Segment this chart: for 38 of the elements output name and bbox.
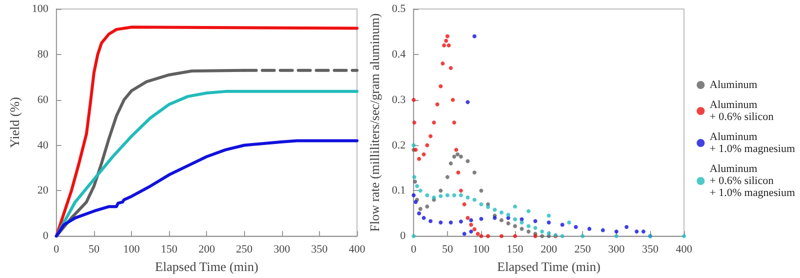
y-tick-label: 0.3 — [392, 94, 406, 106]
y-tick-label: 0.1 — [392, 184, 406, 197]
y-tick-label: 0 — [42, 230, 49, 242]
x-tick-label: 50 — [442, 244, 454, 256]
x-tick-label: 300 — [608, 244, 626, 256]
y-tick-label: 0 — [400, 230, 406, 242]
x-tick-label: 350 — [311, 244, 328, 256]
y-tick-label: 100 — [32, 3, 49, 15]
x-tick-label: 350 — [642, 244, 659, 256]
x-axis-title: Elapsed Time (min) — [155, 259, 258, 274]
y-tick-label: 60 — [37, 94, 49, 106]
x-tick-label: 200 — [540, 244, 558, 256]
x-tick-label: 100 — [123, 244, 140, 256]
y-tick-label: 0.2 — [392, 139, 406, 152]
x-tick-label: 50 — [88, 244, 100, 256]
y-tick-label: 20 — [37, 184, 49, 197]
y-tick-label: 0.5 — [392, 3, 406, 15]
x-tick-label: 150 — [160, 244, 178, 256]
y-axis-title: Yield (%) — [7, 97, 22, 148]
legend-label: Aluminum — [710, 79, 758, 91]
y-axis-title: Flow rate (milliliters/sec/gram aluminum) — [367, 13, 382, 232]
legend-label: Aluminum + 0.6% silicon + 1.0% magnesium — [710, 163, 796, 199]
x-tick-label: 400 — [348, 244, 366, 256]
x-tick-label: 250 — [236, 244, 254, 256]
x-tick-label: 400 — [676, 244, 693, 256]
y-tick-label: 0.4 — [392, 48, 406, 60]
legend-label: Aluminum + 1.0% magnesium — [710, 131, 796, 155]
y-tick-label: 80 — [37, 48, 49, 60]
x-tick-label: 0 — [410, 244, 417, 256]
x-tick-label: 100 — [472, 244, 490, 256]
x-tick-label: 150 — [506, 244, 524, 256]
y-tick-label: 40 — [37, 139, 49, 152]
x-tick-label: 0 — [54, 244, 60, 256]
x-axis-title: Elapsed Time (min) — [497, 259, 600, 274]
x-tick-label: 250 — [574, 244, 592, 256]
x-tick-label: 200 — [198, 244, 216, 256]
legend-label: Aluminum + 0.6% silicon — [710, 99, 774, 123]
x-tick-label: 300 — [274, 244, 291, 256]
